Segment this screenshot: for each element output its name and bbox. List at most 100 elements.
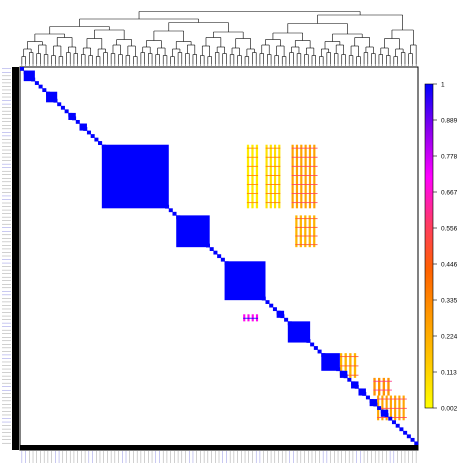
heatmap-cell — [395, 423, 400, 428]
heatmap-cell — [120, 162, 125, 167]
heatmap-cell — [46, 91, 51, 96]
heatmap-cell — [295, 226, 318, 228]
colorbar-tick-label: 0.224 — [441, 334, 458, 341]
heatmap-cell — [265, 300, 270, 304]
colorbar-tick-label: 1 — [441, 82, 445, 89]
heatmap-cell — [251, 144, 254, 209]
heatmap-cell — [321, 353, 326, 357]
heatmap-cell — [246, 175, 259, 176]
heatmap-cell — [339, 374, 359, 376]
heatmap-cell — [332, 363, 337, 368]
heatmap-cell — [358, 388, 363, 393]
heatmap-cell — [265, 165, 281, 167]
heatmap-cell — [291, 202, 318, 204]
heatmap-cell — [168, 208, 173, 213]
heatmap-cell — [317, 349, 322, 354]
heatmap-cell — [291, 184, 318, 185]
heatmap-cell — [291, 144, 294, 209]
heatmap-cell — [261, 296, 266, 301]
colorbar — [424, 83, 434, 409]
heatmap-cell — [255, 144, 259, 209]
heatmap-cell — [272, 307, 277, 312]
heatmap-cell — [373, 402, 378, 407]
heatmap-cell — [373, 389, 392, 391]
heatmap-cell — [72, 116, 77, 121]
heatmap-cell — [176, 215, 181, 220]
heatmap-cell — [291, 147, 318, 149]
heatmap-cell — [304, 144, 307, 209]
heatmap-cell — [377, 407, 407, 409]
heatmap-cell — [384, 413, 389, 418]
column-dendrogram — [21, 11, 417, 66]
heatmap-cell — [124, 165, 129, 170]
heatmap-cell — [213, 250, 218, 255]
heatmap-cell — [276, 310, 281, 315]
heatmap-cell — [23, 70, 28, 75]
heatmap-cell — [313, 346, 318, 350]
heatmap-cell — [38, 84, 43, 89]
colorbar-tick-label: 0.778 — [441, 154, 458, 161]
heatmap-cell — [146, 187, 151, 191]
heatmap-cell — [79, 123, 84, 128]
heatmap-cell — [217, 254, 222, 259]
heatmap-cell — [295, 218, 318, 220]
heatmap-cell — [34, 81, 39, 85]
heatmap-cell — [86, 130, 91, 135]
heatmap-cell — [265, 156, 281, 158]
heatmap-cell — [339, 356, 359, 358]
heatmap-cell — [308, 144, 312, 209]
heatmap-cell — [291, 175, 318, 176]
heatmap-cell — [224, 261, 229, 266]
heatmap-cell — [299, 215, 302, 248]
heatmap-cell — [347, 377, 352, 382]
heatmap-cell — [27, 74, 32, 78]
heatmap-cell — [131, 172, 136, 177]
matrix-cells — [20, 67, 419, 446]
heatmap-cell — [101, 144, 106, 149]
heatmap-cell — [362, 392, 367, 396]
heatmap-cell — [98, 141, 103, 146]
heatmap-cell — [246, 193, 259, 194]
heatmap-cell — [382, 377, 385, 396]
heatmap-cell — [246, 147, 259, 149]
heatmap-cell — [336, 367, 341, 372]
heatmap-cell — [68, 112, 73, 117]
heatmap-cell — [273, 144, 277, 209]
heatmap-cell — [343, 374, 348, 379]
heatmap-cell — [135, 176, 140, 181]
heatmap-cell — [377, 398, 407, 400]
heatmap-cell — [258, 293, 263, 297]
heatmap-cell — [269, 303, 274, 308]
heatmap-cell — [75, 119, 80, 124]
colorbar-tick-label: 0.446 — [441, 262, 458, 269]
colorbar-tick-label: 0.335 — [441, 298, 458, 305]
heatmap-cell — [205, 243, 211, 248]
heatmap-cell — [57, 102, 62, 107]
heatmap-cell — [31, 77, 36, 82]
heatmap-cell — [105, 148, 110, 153]
row-side-bar — [12, 67, 19, 450]
heatmap-cell — [142, 183, 147, 188]
heatmap-cell — [284, 317, 289, 322]
heatmap-cell — [308, 215, 311, 248]
heatmap-cell — [325, 356, 330, 361]
heatmap-cell — [83, 127, 88, 131]
heatmap-cell — [403, 430, 408, 435]
heatmap-cell — [220, 257, 225, 262]
heatmap-cell — [179, 218, 184, 223]
heatmap-cell — [246, 282, 251, 287]
heatmap-cell — [109, 151, 114, 156]
heatmap-cell — [265, 184, 281, 185]
column-labels — [21, 451, 417, 463]
heatmap-cell — [339, 370, 344, 375]
heatmap-cell — [388, 416, 393, 421]
heatmap-cell — [228, 264, 233, 269]
heatmap-cell — [94, 137, 99, 142]
colorbar-tick-label: 0.667 — [441, 190, 458, 197]
heatmap-cell — [265, 144, 268, 209]
heatmap-cell — [246, 144, 250, 209]
heatmap-cell — [269, 144, 272, 209]
heatmap-cell — [295, 244, 318, 246]
heatmap-cell — [302, 335, 307, 340]
